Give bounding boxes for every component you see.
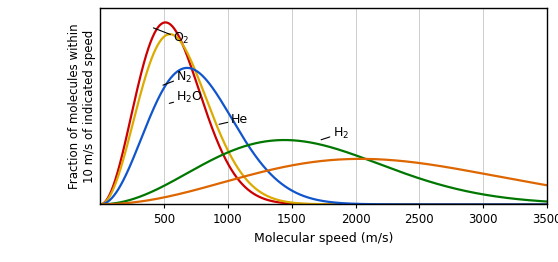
Text: He: He	[219, 113, 248, 126]
Text: O$_2$: O$_2$	[153, 28, 190, 46]
Text: H$_2$O: H$_2$O	[169, 90, 203, 106]
Y-axis label: Fraction of molecules within
10 m/s of indicated speed: Fraction of molecules within 10 m/s of i…	[68, 23, 97, 189]
Text: N$_2$: N$_2$	[163, 69, 193, 85]
X-axis label: Molecular speed (m/s): Molecular speed (m/s)	[254, 232, 393, 245]
Text: H$_2$: H$_2$	[321, 126, 349, 141]
